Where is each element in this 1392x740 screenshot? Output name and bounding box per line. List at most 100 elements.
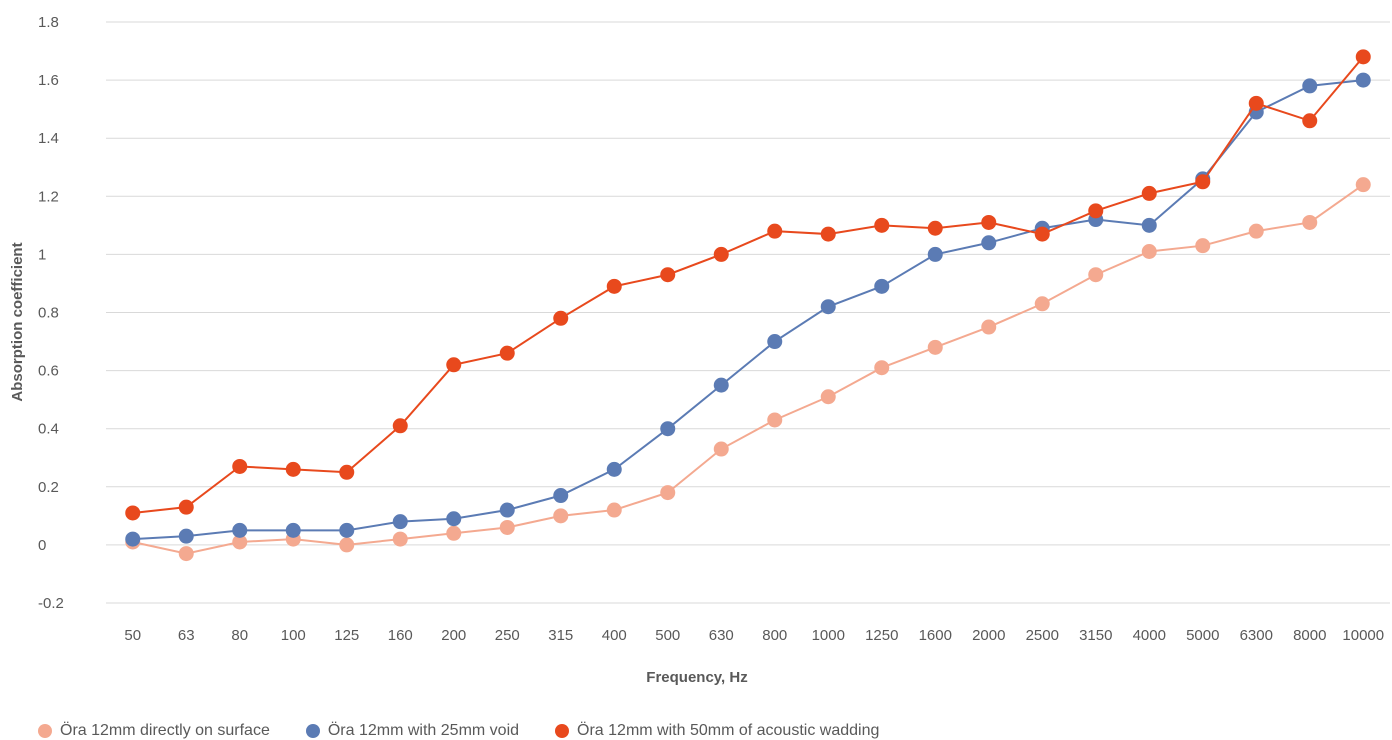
x-tick-label: 400 [602, 627, 627, 644]
gridlines [106, 21, 1390, 604]
data-point [178, 499, 194, 515]
data-point [1034, 226, 1050, 242]
data-point [927, 246, 943, 262]
x-tick-label: 10000 [1342, 627, 1384, 644]
data-point [339, 522, 355, 538]
series-line [132, 183, 1364, 555]
data-point [1355, 72, 1371, 88]
data-point [446, 511, 462, 527]
data-point [125, 505, 141, 521]
data-point [874, 360, 890, 376]
data-point [232, 458, 248, 474]
data-point [1141, 185, 1157, 201]
data-point [232, 522, 248, 538]
data-point [285, 522, 301, 538]
data-point [553, 508, 569, 524]
data-point [713, 441, 729, 457]
data-point [820, 226, 836, 242]
x-tick-label: 315 [548, 627, 573, 644]
data-point [767, 334, 783, 350]
series-3 [125, 49, 1371, 521]
y-axis-ticks: -0.2 0 0.2 0.4 0.6 0.8 1 1.2 1.4 1.6 1.8 [38, 14, 64, 612]
y-tick-label: -0.2 [38, 595, 64, 612]
x-tick-label: 8000 [1293, 627, 1326, 644]
data-point [1141, 217, 1157, 233]
x-tick-label: 80 [231, 627, 248, 644]
data-point [981, 214, 997, 230]
data-point [660, 267, 676, 283]
data-point [606, 461, 622, 477]
data-point [927, 339, 943, 355]
x-tick-label: 800 [762, 627, 787, 644]
data-point [178, 528, 194, 544]
y-axis-title: Absorption coefficient [9, 242, 26, 401]
data-point [446, 525, 462, 541]
x-tick-label: 160 [388, 627, 413, 644]
x-tick-label: 2000 [972, 627, 1005, 644]
x-tick-label: 3150 [1079, 627, 1112, 644]
data-point [125, 531, 141, 547]
x-tick-label: 250 [495, 627, 520, 644]
data-point [1248, 95, 1264, 111]
legend-label: Öra 12mm with 50mm of acoustic wadding [577, 722, 880, 739]
legend-item: Öra 12mm directly on surface [38, 722, 270, 740]
data-point [446, 357, 462, 373]
legend-item: Öra 12mm with 50mm of acoustic wadding [555, 722, 879, 740]
data-point [1302, 214, 1318, 230]
y-tick-label: 1.8 [38, 14, 59, 31]
data-point [499, 519, 515, 535]
data-point [660, 485, 676, 501]
data-point [1141, 243, 1157, 259]
y-tick-label: 0.2 [38, 479, 59, 496]
data-point [927, 220, 943, 236]
y-tick-label: 0.6 [38, 363, 59, 380]
x-tick-label: 100 [281, 627, 306, 644]
x-tick-label: 50 [124, 627, 141, 644]
data-point [1088, 267, 1104, 283]
legend: Öra 12mm directly on surface Öra 12mm wit… [38, 722, 915, 740]
series-line [132, 56, 1365, 514]
legend-marker [38, 724, 52, 738]
data-point [499, 502, 515, 518]
data-point [285, 461, 301, 477]
x-tick-label: 200 [441, 627, 466, 644]
data-point [767, 412, 783, 428]
y-tick-label: 1 [38, 246, 46, 263]
x-tick-label: 6300 [1240, 627, 1273, 644]
legend-marker [555, 724, 570, 738]
y-tick-label: 1.6 [38, 72, 59, 89]
y-tick-label: 0.4 [38, 421, 59, 438]
legend-item: Öra 12mm with 25mm void [305, 722, 520, 740]
data-point [1248, 223, 1264, 239]
data-point [981, 319, 997, 335]
data-point [767, 223, 783, 239]
legend-label: Öra 12mm directly on surface [60, 722, 270, 739]
data-point [606, 502, 622, 518]
data-point [392, 418, 408, 434]
series-1 [125, 177, 1371, 562]
series-line [132, 79, 1364, 541]
data-point [874, 278, 890, 294]
legend-label: Öra 12mm with 25mm void [327, 722, 520, 739]
x-axis-ticks: 50 63 80 100 125 160 200 250 315 400 500 630 800 1000… [124, 627, 1384, 644]
data-point [1302, 78, 1318, 94]
data-point [606, 278, 622, 294]
data-point [713, 377, 729, 393]
data-point [392, 531, 408, 547]
x-tick-label: 125 [334, 627, 359, 644]
data-point [339, 464, 355, 480]
x-tick-label: 1600 [919, 627, 952, 644]
data-point [660, 421, 676, 437]
x-tick-label: 5000 [1186, 627, 1219, 644]
data-point [339, 537, 355, 553]
x-tick-label: 2500 [1026, 627, 1059, 644]
data-point [499, 345, 515, 361]
data-point [820, 299, 836, 315]
data-point [1355, 49, 1371, 65]
x-tick-label: 500 [655, 627, 680, 644]
series-group [125, 49, 1371, 562]
x-tick-label: 1000 [812, 627, 845, 644]
line-chart: -0.2 0 0.2 0.4 0.6 0.8 1 1.2 1.4 1.6 1.8 50 63 80 100… [9, 14, 1390, 686]
x-tick-label: 1250 [865, 627, 898, 644]
x-tick-label: 630 [709, 627, 734, 644]
